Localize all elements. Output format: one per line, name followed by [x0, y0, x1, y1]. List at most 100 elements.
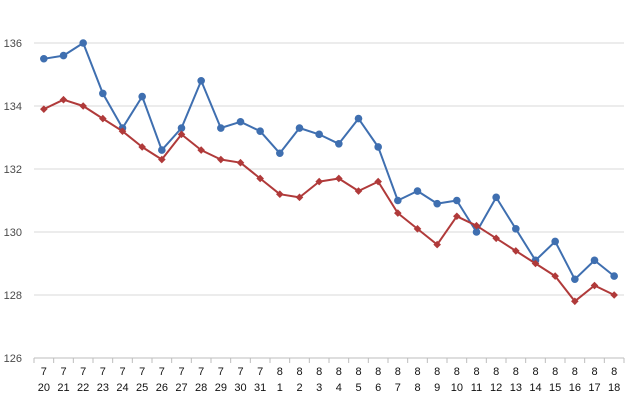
x-tick-month-label: 8 [355, 366, 361, 378]
series-2-point [354, 187, 363, 195]
x-tick-day-label: 14 [529, 382, 541, 394]
x-tick-day-label: 25 [136, 382, 148, 394]
series-1-point [315, 130, 323, 139]
x-tick-day-label: 4 [336, 382, 342, 394]
series-1-point [256, 127, 264, 135]
series-1-point [433, 199, 441, 208]
x-tick-month-label: 8 [513, 366, 519, 378]
x-tick-day-label: 18 [608, 382, 620, 394]
series-2-point [335, 174, 343, 183]
series-2-point [158, 155, 166, 164]
series-2-point [197, 146, 205, 154]
series-1-line [43, 42, 615, 281]
x-tick-month-label: 8 [277, 366, 283, 378]
x-tick-month-label: 7 [198, 366, 204, 378]
x-tick-month-label: 7 [60, 366, 66, 378]
x-tick-day-label: 22 [77, 382, 89, 394]
y-tick-label: 134 [4, 101, 22, 113]
x-tick-day-label: 27 [175, 382, 187, 394]
series-1-point [79, 39, 87, 47]
x-tick-day-label: 31 [254, 382, 266, 394]
x-tick-day-label: 2 [296, 382, 302, 394]
x-tick-day-label: 7 [395, 382, 401, 394]
x-tick-day-label: 8 [414, 382, 420, 394]
series-group [40, 39, 618, 306]
series-1-point [551, 237, 559, 246]
series-2-point [472, 221, 481, 230]
series-1-point [374, 143, 382, 151]
x-tick-day-label: 28 [195, 382, 207, 394]
series-2-point [276, 190, 284, 198]
series-2-point [413, 225, 422, 233]
series-2-point [374, 177, 382, 186]
x-tick-day-label: 24 [116, 382, 128, 394]
series-2-point [79, 102, 87, 110]
series-1-point [571, 275, 579, 284]
x-tick-month-label: 8 [336, 366, 342, 378]
x-tick-month-label: 8 [316, 366, 322, 378]
series-1-point [197, 77, 205, 85]
series-1-point [512, 225, 520, 233]
x-tick-month-label: 8 [296, 366, 302, 378]
x-tick-day-label: 23 [97, 382, 109, 394]
y-tick-label: 136 [4, 38, 22, 50]
x-tick-month-label: 8 [532, 366, 538, 378]
series-2-point [492, 234, 500, 243]
series-1-point [276, 149, 284, 158]
series-2-point [138, 143, 146, 151]
series-2-point [118, 127, 127, 135]
x-tick-month-label: 8 [493, 366, 499, 378]
series-2-point [453, 212, 461, 221]
x-tick-month-label: 8 [611, 366, 617, 378]
series-2-point [295, 193, 304, 202]
x-tick-day-label: 16 [569, 382, 581, 394]
series-1-point [236, 117, 245, 126]
x-tick-month-label: 8 [473, 366, 479, 378]
y-tick-label: 126 [4, 353, 22, 365]
x-tick-month-label: 7 [178, 366, 184, 378]
x-tick-month-label: 7 [159, 366, 165, 378]
x-tick-day-label: 30 [234, 382, 246, 394]
series-1-point [40, 54, 48, 63]
x-tick-month-label: 8 [572, 366, 578, 378]
series-2-point [177, 130, 186, 139]
x-tick-day-label: 15 [549, 382, 561, 394]
x-tick-month-label: 7 [257, 366, 263, 378]
x-tick-day-label: 6 [375, 382, 381, 394]
y-axis: 126 128 130 132 134 136 [4, 38, 22, 365]
series-1-point [99, 89, 107, 98]
gridlines [34, 42, 624, 359]
x-tick-month-label: 7 [41, 366, 47, 378]
series-1-point [413, 187, 422, 195]
x-tick-day-label: 20 [38, 382, 50, 394]
series-2-point [59, 95, 68, 104]
y-tick-label: 130 [4, 227, 22, 239]
series-2-point [315, 177, 323, 186]
x-axis: 7207217227237247257267277287297307318182… [33, 357, 625, 394]
series-2-point [433, 240, 441, 249]
series-2-line [43, 98, 615, 303]
series-1-point [295, 124, 304, 132]
x-tick-month-label: 7 [218, 366, 224, 378]
x-tick-month-label: 7 [237, 366, 243, 378]
x-tick-month-label: 8 [395, 366, 401, 378]
x-tick-month-label: 7 [100, 366, 106, 378]
x-tick-month-label: 7 [139, 366, 145, 378]
series-2-point [40, 105, 48, 113]
series-1-point [590, 256, 599, 265]
x-tick-day-label: 5 [355, 382, 361, 394]
series-2-point [512, 247, 520, 255]
series-1-point [177, 124, 186, 132]
x-tick-month-label: 7 [80, 366, 86, 378]
x-tick-month-label: 8 [414, 366, 420, 378]
x-tick-day-label: 13 [510, 382, 522, 394]
x-tick-month-label: 8 [591, 366, 597, 378]
series-2-point [590, 281, 599, 290]
y-tick-label: 132 [4, 164, 22, 176]
x-tick-day-label: 29 [215, 382, 227, 394]
x-tick-month-label: 8 [552, 366, 558, 378]
x-tick-month-label: 8 [454, 366, 460, 378]
x-tick-month-label: 7 [119, 366, 125, 378]
y-tick-label: 128 [4, 290, 22, 302]
